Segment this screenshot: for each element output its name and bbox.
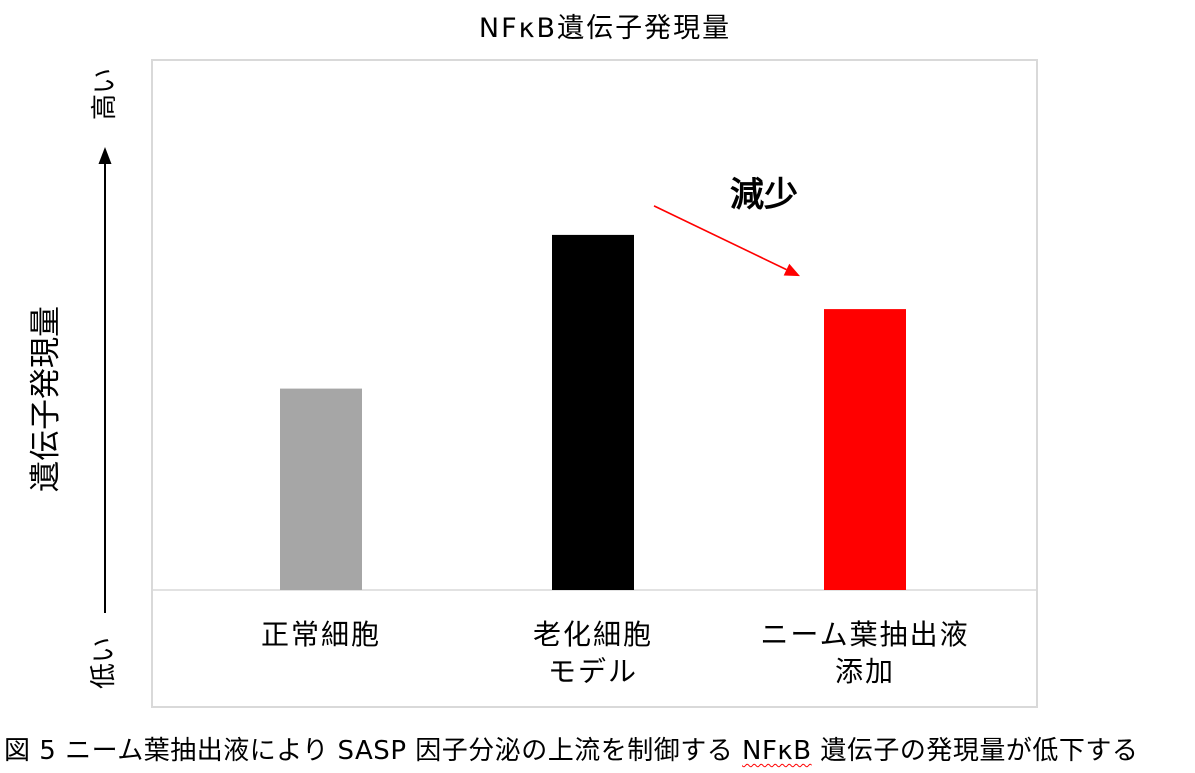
- category-label-normal-cells: 正常細胞: [261, 618, 381, 651]
- caption-text-after: 遺伝子の発現量が低下する: [820, 736, 1139, 766]
- category-label-aged-cell-model-line2: モデル: [548, 655, 638, 688]
- decrease-annotation: 減少: [653, 175, 800, 277]
- bar-aged-cell-model: [552, 234, 634, 590]
- category-label-neem-extract-line1: ニーム葉抽出液: [760, 618, 969, 651]
- y-axis: 高い 低い 遺伝子発現量: [28, 68, 120, 689]
- bar-neem-leaf-extract-added: [824, 309, 906, 590]
- decrease-arrowhead: [783, 263, 800, 277]
- category-label-aged-cell-model-line1: 老化細胞: [533, 618, 653, 651]
- category-label-neem-extract-line2: 添加: [835, 655, 895, 688]
- nfkb-expression-chart: NFκB遺伝子発現量 正常細胞 老化細胞 モデル ニーム葉抽出液 添加 減少 高…: [28, 13, 1038, 708]
- y-axis-high-label: 高い: [90, 68, 120, 120]
- bar-normal-cells: [280, 388, 362, 590]
- y-axis-low-label: 低い: [89, 637, 119, 689]
- decrease-label: 減少: [730, 175, 798, 215]
- bars: [280, 234, 906, 590]
- figure-caption: 図 5 ニーム葉抽出液により SASP 因子分泌の上流を制御する NFκB 遺伝…: [4, 734, 1192, 768]
- chart-title: NFκB遺伝子発現量: [479, 13, 731, 44]
- caption-term-nfkb: NFκB: [742, 736, 812, 766]
- decrease-arrow-line: [653, 205, 787, 271]
- y-axis-title: 遺伝子発現量: [28, 306, 64, 492]
- category-labels: 正常細胞 老化細胞 モデル ニーム葉抽出液 添加: [261, 618, 969, 688]
- y-axis-arrowhead: [98, 147, 112, 164]
- caption-text-before: 図 5 ニーム葉抽出液により SASP 因子分泌の上流を制御する: [4, 736, 734, 766]
- plot-frame: [151, 59, 1038, 708]
